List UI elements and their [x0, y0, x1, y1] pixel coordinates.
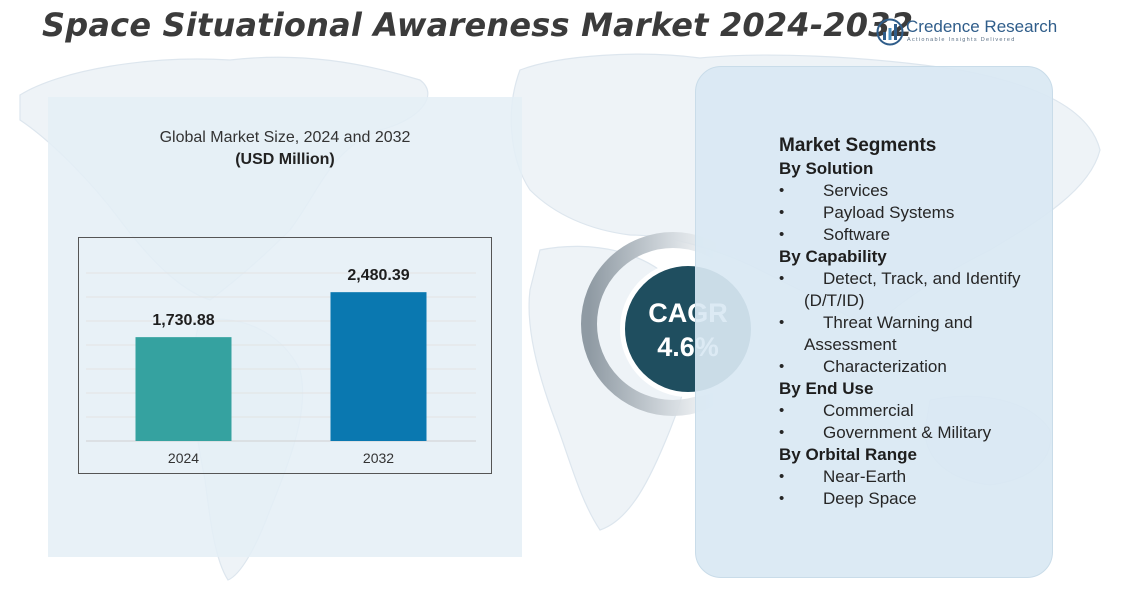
segment-group-solution: By Solution: [779, 159, 874, 178]
bar-2024: [135, 337, 232, 441]
brand-logo: Credence Research Actionable Insights De…: [876, 16, 1066, 50]
x-tick-label: 2024: [168, 450, 199, 466]
segment-item: • Detect, Track, and Identify (D/T/ID): [779, 269, 1021, 310]
segment-item: • Near-Earth: [779, 467, 907, 486]
bullet-icon: •: [779, 226, 785, 243]
segment-item: • Software: [779, 225, 891, 244]
brand-tagline: Actionable Insights Delivered: [907, 37, 1016, 43]
bar-value-label: 1,730.88: [152, 312, 214, 329]
market-segments-panel: Market Segments By Solution • Services • P…: [695, 66, 1053, 578]
chart-unit: (USD Million): [235, 151, 335, 168]
bullet-icon: •: [779, 204, 785, 221]
segments-heading: Market Segments: [779, 135, 937, 156]
bullet-icon: •: [779, 270, 785, 287]
page-title: Space Situational Awareness Market 2024-…: [42, 6, 914, 44]
chart-frame: [78, 237, 492, 474]
bullet-icon: •: [779, 358, 785, 375]
bullet-icon: •: [779, 490, 785, 507]
bullet-icon: •: [779, 182, 785, 199]
x-tick-label: 2032: [363, 450, 394, 466]
bar-2032: [330, 292, 427, 441]
segment-group-orbital-range: By Orbital Range: [779, 445, 917, 464]
segment-item: • Services: [779, 181, 889, 200]
bullet-icon: •: [779, 424, 785, 441]
segment-item: • Commercial: [779, 401, 914, 420]
bar-value-label: 2,480.39: [347, 267, 409, 284]
bar-chart-logo-icon: [876, 18, 904, 46]
segment-item: • Threat Warning and Assessment: [779, 313, 973, 354]
segment-group-end-use: By End Use: [779, 379, 874, 398]
chart-title: Global Market Size, 2024 and 2032: [159, 129, 411, 146]
bullet-icon: •: [779, 314, 785, 331]
segment-group-capability: By Capability: [779, 247, 887, 266]
bar-chart: 1,730.88 2024 2,480.39 2032: [78, 237, 492, 474]
segment-item: • Deep Space: [779, 489, 917, 508]
segment-item: • Government & Military: [779, 423, 992, 442]
segment-item: • Payload Systems: [779, 203, 955, 222]
bullet-icon: •: [779, 468, 785, 485]
segment-item: • Characterization: [779, 357, 947, 376]
bullet-icon: •: [779, 402, 785, 419]
brand-name: Credence Research: [906, 17, 1058, 36]
market-size-panel: Global Market Size, 2024 and 2032 (USD M…: [48, 97, 522, 557]
